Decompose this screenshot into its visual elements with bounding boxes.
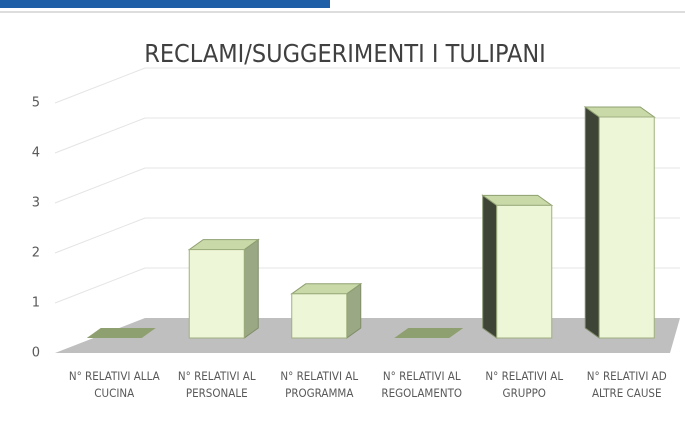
y-tick-label: 2 [32,246,40,261]
bar [583,106,656,339]
bar-side [482,194,498,339]
bar-front [291,293,348,339]
y-tick-label: 4 [32,146,40,161]
bar [86,328,156,338]
bar-base [394,328,464,338]
chart-title: RECLAMI/SUGGERIMENTI I TULIPANI [144,39,546,68]
x-tick-label: N° RELATIVI AL PROGRAMMA [280,369,359,400]
bar-front [496,204,553,339]
x-tick-label: N° RELATIVI AD ALTRE CAUSE [586,369,667,400]
x-tick-label: N° RELATIVI AL PERSONALE [177,369,256,400]
bar-side [584,106,600,339]
grid-line [54,167,680,204]
bar [290,282,363,339]
y-tick-label: 1 [32,296,40,311]
grid-line [54,117,680,154]
header-strip [0,0,330,8]
x-tick-label: N° RELATIVI AL REGOLAMENTO [381,369,463,400]
bar [481,194,554,339]
bar [394,328,464,338]
x-tick-label: N° RELATIVI AL GRUPPO [485,369,564,400]
bar [187,238,260,339]
bar-front [188,249,245,339]
y-tick-label: 0 [32,346,40,361]
grid-line [54,67,680,104]
y-tick-label: 5 [32,96,40,111]
y-tick-label: 3 [32,196,40,211]
bar-base [86,328,156,338]
x-tick-label: N° RELATIVI ALLA CUCINA [68,369,160,400]
bar-front [598,116,655,339]
bar-side [243,238,259,339]
